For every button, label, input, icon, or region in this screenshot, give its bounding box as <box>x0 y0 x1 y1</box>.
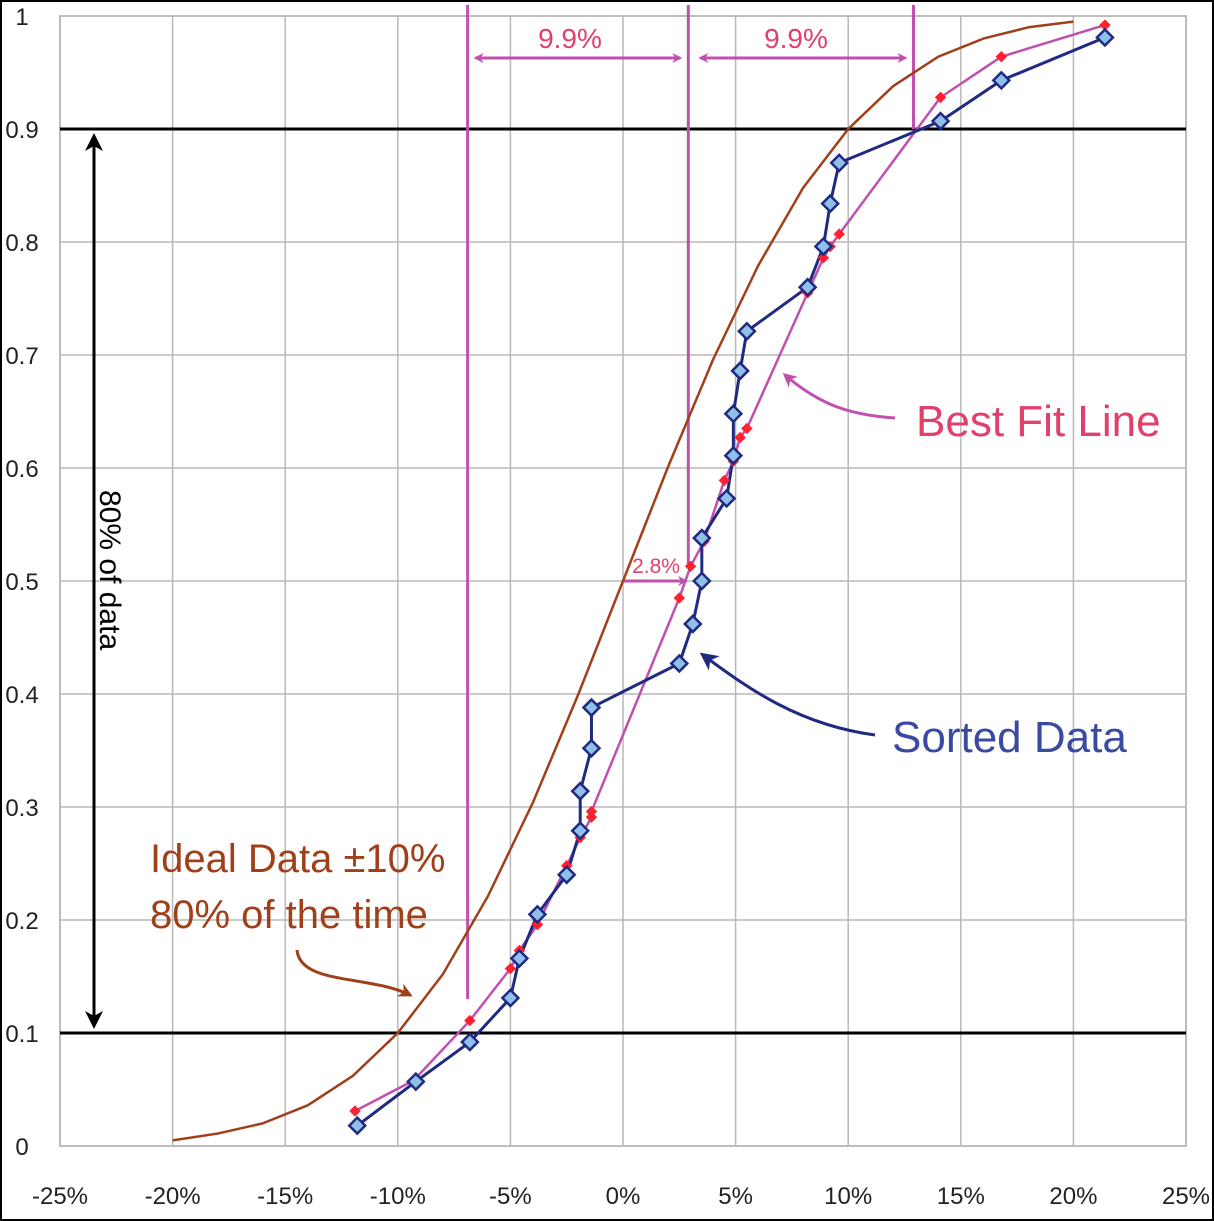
data-point <box>991 70 1012 91</box>
data-point <box>829 153 849 173</box>
y-tick-label: 0.1 <box>5 1021 38 1048</box>
data-point <box>509 948 530 969</box>
data-point <box>527 904 548 925</box>
data-point <box>673 592 686 604</box>
span-right-label: 9.9% <box>764 23 828 54</box>
ideal-label-line1: Ideal Data ±10% <box>150 837 445 881</box>
y-tick-label: 0.6 <box>5 456 38 483</box>
sorted-data-label: Sorted Data <box>892 713 1127 762</box>
y-tick-label: 0.5 <box>5 569 38 596</box>
data-point <box>995 50 1008 63</box>
data-point <box>817 252 830 264</box>
data-point <box>349 1105 361 1117</box>
x-tick-label: -15% <box>257 1183 313 1210</box>
data-point <box>820 193 840 214</box>
data-point <box>833 228 845 240</box>
data-point <box>723 445 744 466</box>
series-line <box>172 20 1074 1142</box>
data-point <box>460 1032 480 1052</box>
data-point <box>504 962 517 975</box>
x-tick-label: 10% <box>824 1183 872 1210</box>
x-tick-label: 0% <box>606 1183 641 1210</box>
annotations: 9.9% 9.9% 2.8% 80% of data Ideal Data ±1… <box>93 23 1161 937</box>
y-tick-label: 0.2 <box>5 908 38 935</box>
data-point <box>464 1014 476 1027</box>
data-point <box>570 820 590 841</box>
x-tick-label: 5% <box>718 1183 753 1210</box>
data-point <box>556 865 577 885</box>
y-tick-label: 0.9 <box>5 117 38 144</box>
data-point <box>813 236 834 257</box>
data-point <box>684 560 697 573</box>
data-point <box>669 653 690 674</box>
data-point <box>723 403 744 424</box>
x-tick-label: -25% <box>32 1183 88 1210</box>
axis-ticks: -25% -20% -15% -10% -5% 0% 5% 10% 15% 20% 25% 0 0.1 0… <box>5 4 1210 1210</box>
data-point <box>581 738 602 759</box>
span-left-label: 9.9% <box>538 23 602 54</box>
data-point <box>581 697 602 718</box>
series-group <box>60 5 1186 1142</box>
data-point <box>692 528 712 548</box>
data-point <box>734 431 746 444</box>
best-fit-label: Best Fit Line <box>916 397 1161 446</box>
data-point <box>406 1071 426 1092</box>
data-point <box>347 1115 368 1136</box>
y-tick-label: 1 <box>15 4 28 31</box>
data-point <box>531 918 544 931</box>
y-tick-label: 0.3 <box>5 795 38 822</box>
data-point <box>585 805 598 818</box>
ideal-label-line2: 80% of the time <box>150 893 428 937</box>
data-point <box>797 277 818 297</box>
grid <box>59 15 1187 1147</box>
data-point <box>718 474 731 487</box>
x-tick-label: 25% <box>1162 1183 1210 1210</box>
data-point <box>683 614 703 634</box>
x-tick-label: 15% <box>937 1183 985 1210</box>
data-point <box>730 361 750 381</box>
data-point <box>1095 27 1115 48</box>
x-tick-label: -10% <box>370 1183 426 1210</box>
data-point <box>934 91 947 104</box>
x-tick-label: -5% <box>489 1183 532 1210</box>
y-tick-label: 0.4 <box>5 682 38 709</box>
offset-label: 2.8% <box>632 555 680 578</box>
x-tick-label: 20% <box>1049 1183 1097 1210</box>
x-tick-label: -20% <box>145 1183 201 1210</box>
data-point <box>716 488 737 509</box>
y-tick-label: 0 <box>15 1134 28 1161</box>
data-point <box>570 781 590 801</box>
y-tick-label: 0.7 <box>5 343 38 370</box>
ideal-data-pointer <box>295 949 413 997</box>
sorted-data-pointer <box>699 652 876 737</box>
data-point <box>930 111 951 131</box>
y-tick-label: 0.8 <box>5 230 38 257</box>
data-point <box>741 422 753 435</box>
data-point <box>500 988 521 1008</box>
data-point <box>737 321 757 342</box>
data-point <box>692 571 712 591</box>
range-label: 80% of data <box>93 490 126 650</box>
best-fit-pointer <box>782 373 896 420</box>
